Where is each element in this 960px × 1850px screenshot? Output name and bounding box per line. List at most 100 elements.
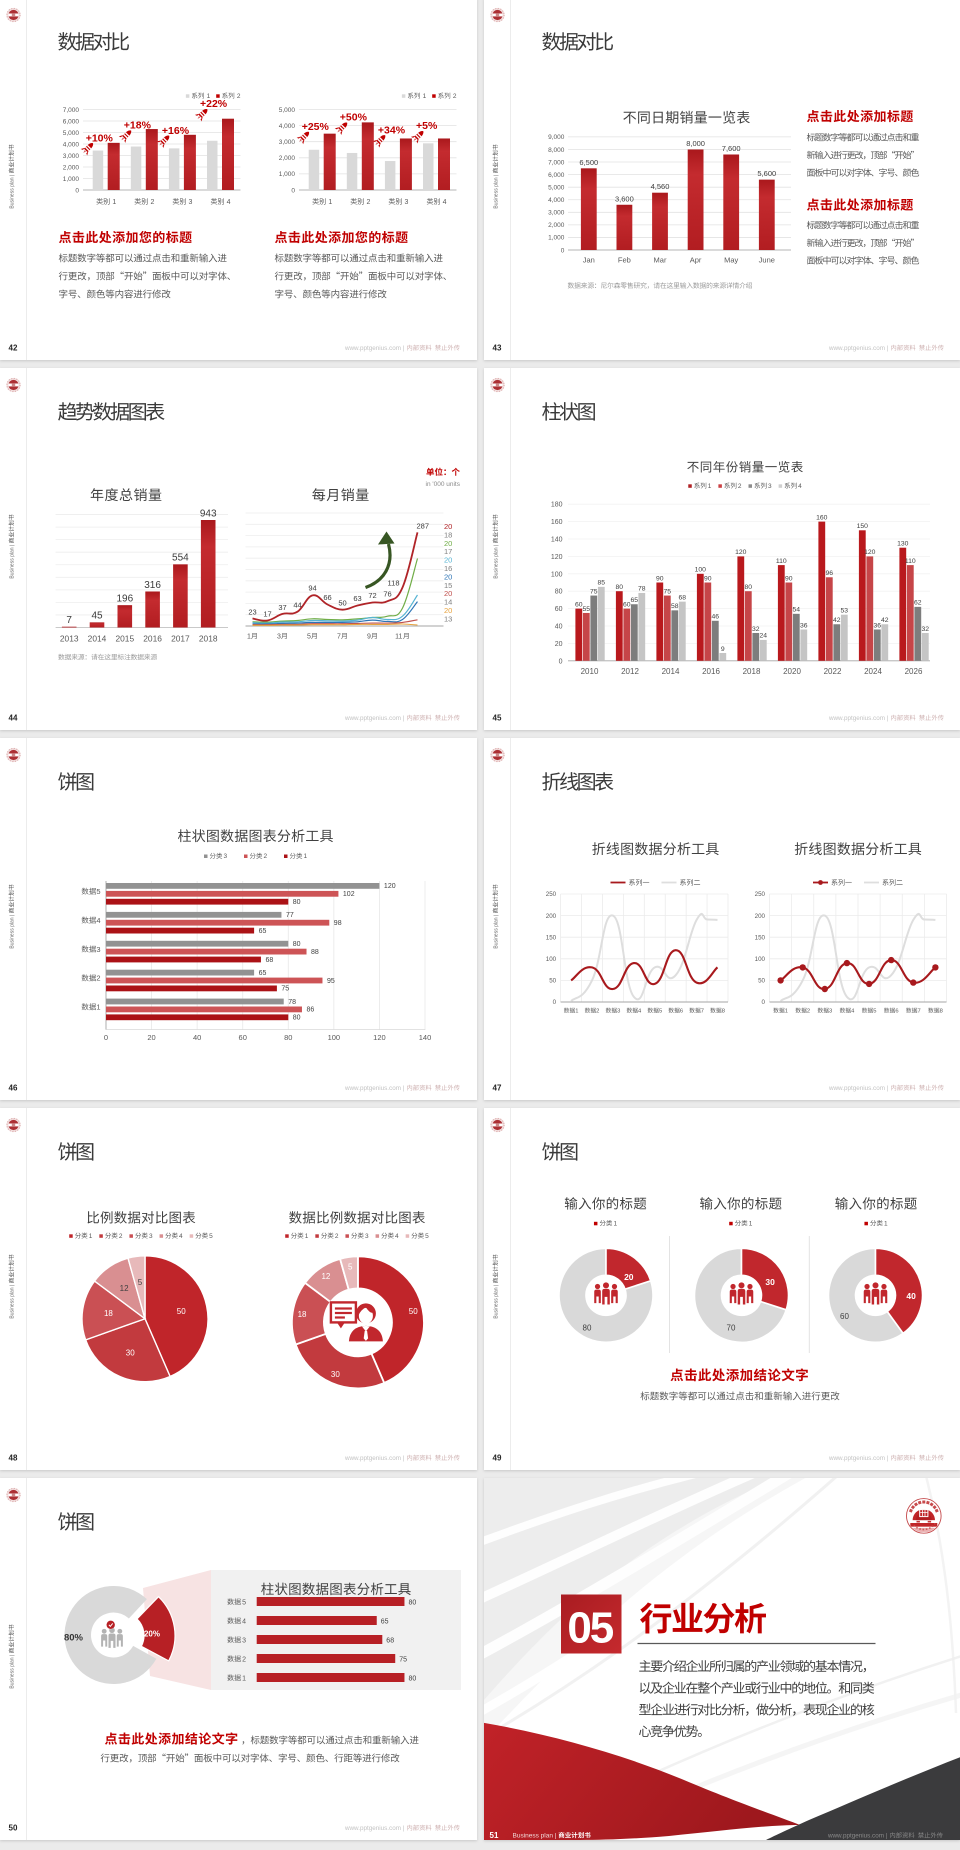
- svg-text:4,000: 4,000: [63, 141, 80, 148]
- svg-text:3,600: 3,600: [615, 194, 634, 203]
- svg-text:2: 2: [242, 1656, 246, 1663]
- svg-text:20: 20: [444, 589, 452, 598]
- svg-text:88: 88: [311, 949, 319, 956]
- svg-text:150: 150: [545, 934, 556, 941]
- svg-text:95: 95: [327, 978, 335, 985]
- svg-text:85: 85: [597, 580, 605, 587]
- svg-text:4,000: 4,000: [548, 197, 565, 204]
- svg-text:32: 32: [752, 626, 760, 633]
- svg-text:43: 43: [492, 344, 501, 353]
- svg-text:1: 1: [304, 853, 308, 860]
- svg-text:36: 36: [800, 622, 808, 629]
- svg-text:40: 40: [906, 1291, 916, 1301]
- svg-text:2: 2: [150, 199, 154, 206]
- svg-text:www.pptgenius.com |: www.pptgenius.com |: [827, 345, 888, 352]
- svg-text:18: 18: [104, 1309, 113, 1318]
- svg-text:9: 9: [720, 646, 724, 653]
- svg-text:Business plan |: Business plan |: [493, 545, 499, 579]
- svg-text:20: 20: [624, 1272, 634, 1282]
- svg-text:130: 130: [897, 541, 909, 548]
- svg-text:3: 3: [277, 634, 281, 641]
- svg-text:100: 100: [550, 571, 562, 578]
- svg-text:60: 60: [840, 1312, 849, 1321]
- svg-text:1: 1: [305, 1233, 309, 1240]
- svg-text:44: 44: [293, 601, 301, 610]
- svg-text:2: 2: [366, 199, 370, 206]
- svg-text:48: 48: [9, 1454, 18, 1463]
- svg-text:42: 42: [9, 344, 18, 353]
- svg-text:1: 1: [89, 1233, 93, 1240]
- svg-text:17: 17: [263, 609, 271, 618]
- svg-text:120: 120: [550, 554, 562, 561]
- svg-text:9,000: 9,000: [548, 134, 565, 141]
- svg-text:140: 140: [419, 1033, 432, 1042]
- svg-text:7,000: 7,000: [63, 107, 80, 114]
- svg-text:96: 96: [825, 570, 833, 577]
- svg-text:70: 70: [726, 1323, 735, 1332]
- svg-text:2,000: 2,000: [63, 164, 80, 171]
- svg-text:65: 65: [259, 970, 267, 977]
- svg-text:2022: 2022: [823, 667, 841, 676]
- svg-text:5: 5: [242, 1599, 246, 1606]
- svg-text:7: 7: [337, 634, 341, 641]
- svg-text:9: 9: [367, 634, 371, 641]
- svg-text:32: 32: [921, 626, 929, 633]
- svg-text:49: 49: [492, 1454, 501, 1463]
- svg-text:36: 36: [873, 622, 881, 629]
- svg-text:20%: 20%: [144, 1630, 160, 1639]
- svg-text:1: 1: [423, 93, 427, 100]
- svg-text:110: 110: [775, 558, 786, 565]
- svg-text:118: 118: [388, 579, 400, 588]
- svg-text:287: 287: [417, 522, 430, 531]
- svg-text:45: 45: [492, 714, 501, 723]
- svg-text:75: 75: [281, 986, 289, 993]
- svg-text:80: 80: [408, 1599, 416, 1606]
- svg-text:8: 8: [721, 1009, 724, 1015]
- svg-text:2: 2: [806, 1009, 809, 1015]
- svg-text:20: 20: [444, 572, 452, 581]
- svg-text:www.pptgenius.com |: www.pptgenius.com |: [827, 1455, 888, 1462]
- svg-text:51: 51: [489, 1831, 498, 1840]
- svg-text:100: 100: [754, 956, 765, 963]
- svg-text:0: 0: [291, 187, 295, 194]
- svg-text:75: 75: [590, 588, 598, 595]
- svg-text:4,000: 4,000: [279, 123, 296, 130]
- svg-text:1: 1: [96, 1003, 100, 1012]
- svg-text:46: 46: [9, 1084, 18, 1093]
- svg-text:www.pptgenius.com |: www.pptgenius.com |: [344, 1825, 405, 1832]
- svg-text:1: 1: [748, 1221, 752, 1228]
- svg-text:6,000: 6,000: [63, 118, 80, 125]
- svg-text:Business plan |: Business plan |: [10, 1285, 16, 1319]
- svg-text:17: 17: [444, 547, 452, 556]
- svg-text:3,000: 3,000: [279, 139, 296, 146]
- svg-text:2014: 2014: [661, 667, 679, 676]
- svg-text:5: 5: [307, 634, 311, 641]
- svg-text:80: 80: [744, 584, 752, 591]
- svg-text:54: 54: [792, 607, 800, 614]
- svg-text:2: 2: [264, 853, 268, 860]
- svg-text:2016: 2016: [702, 667, 720, 676]
- svg-text:14: 14: [444, 598, 452, 607]
- svg-text:Business plan |: Business plan |: [493, 1285, 499, 1319]
- svg-text:13: 13: [444, 614, 452, 623]
- svg-text:62: 62: [914, 600, 922, 607]
- svg-text:80: 80: [293, 1015, 301, 1022]
- svg-text:2015: 2015: [115, 634, 134, 644]
- svg-text:100: 100: [328, 1033, 341, 1042]
- svg-text:60: 60: [575, 601, 583, 608]
- svg-text:0: 0: [552, 999, 556, 1006]
- svg-text:7,600: 7,600: [721, 144, 740, 153]
- svg-text:3,000: 3,000: [63, 153, 80, 160]
- svg-text:4: 4: [395, 1233, 399, 1240]
- svg-text:0: 0: [761, 999, 765, 1006]
- svg-text:2018: 2018: [742, 667, 760, 676]
- svg-text:www.pptgenius.com |: www.pptgenius.com |: [344, 1085, 405, 1092]
- svg-text:3: 3: [189, 199, 193, 206]
- svg-text:40: 40: [193, 1033, 201, 1042]
- svg-text:50: 50: [758, 978, 765, 985]
- svg-text:5: 5: [209, 1233, 213, 1240]
- svg-text:75: 75: [663, 588, 671, 595]
- svg-text:77: 77: [286, 912, 294, 919]
- svg-text:2: 2: [453, 93, 457, 100]
- svg-text:20: 20: [444, 539, 452, 548]
